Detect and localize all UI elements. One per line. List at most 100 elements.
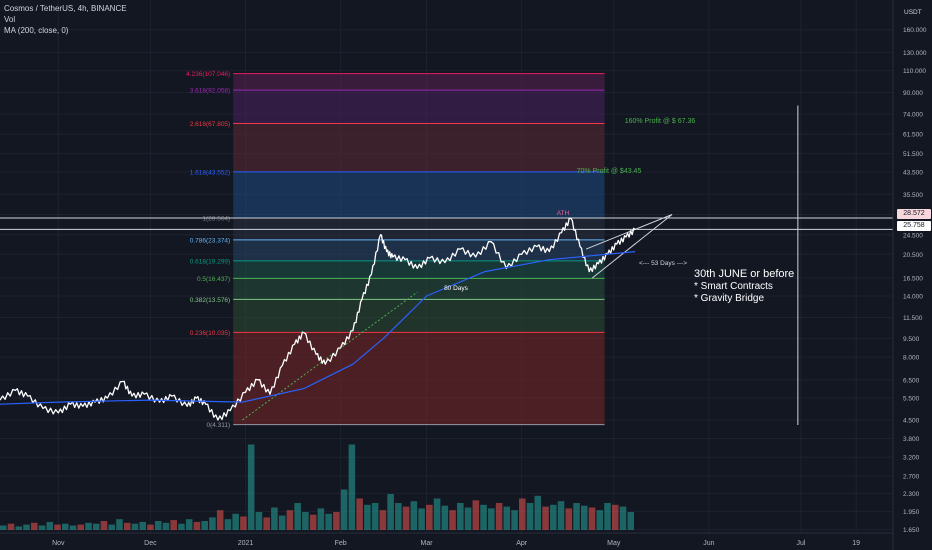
y-tick-label: 130.000 [903,50,927,57]
volume-bar [519,498,526,530]
note-line-2: * Smart Contracts [694,281,773,292]
fib-zone [233,299,605,333]
volume-bar [387,494,394,530]
volume-bar [232,513,239,530]
price-series-line [0,217,636,421]
fib-retracement[interactable]: 0(4.311) 0.236(10.035) 0.382(13.576) 0.5(16… [186,71,605,429]
volume-bar [7,523,15,530]
volume-bar [278,515,286,530]
volume-bar [596,510,604,530]
x-tick-label: 2021 [238,540,254,547]
volume-bar [371,503,379,530]
x-tick-label: Feb [335,540,347,547]
x-tick-label: Jun [703,540,714,547]
volume-bar [85,522,92,530]
y-tick-label: 16.500 [903,275,923,282]
y-tick-label: 90.000 [903,90,923,97]
series-layer [0,217,636,421]
volume-bar [317,508,325,530]
volume-bar [565,508,573,530]
volume-bar [38,525,46,530]
volume-bar [611,504,619,530]
dotted-trend-line [242,291,418,421]
fib-zone [233,239,605,261]
volume-bar [255,512,263,530]
drawing-lines[interactable] [0,105,893,425]
x-tick-label: Nov [52,540,65,547]
volume-bar [418,508,425,530]
x-tick-label: 19 [852,540,860,547]
volume-bar [356,498,363,530]
channel-lower-line [591,214,673,279]
fib-level-label: 2.618(67.805) [190,121,230,128]
y-tick-label: 2.300 [903,491,920,498]
y-tick-label: 2.700 [903,473,920,480]
volume-bar [178,523,185,530]
days-53-annotation: <--- 53 Days ---> [639,260,687,267]
y-tick-label: 43.500 [903,170,923,177]
volume-bar [402,506,410,530]
fib-zone [233,260,605,279]
volume-bar [340,489,348,530]
volume-bar [286,510,294,530]
fib-level-label: 0.786(23.374) [190,237,230,244]
volume-bar [410,501,418,530]
volume-bar [154,521,162,530]
vol-indicator-label[interactable]: Vol [4,15,16,24]
volume-bar [426,504,433,530]
volume-bar [526,503,534,530]
fib-zone [233,123,605,172]
volume-bar [224,519,232,530]
volume-bar [581,505,588,530]
volume-bar [619,506,627,530]
y-tick-label: 160.000 [903,27,927,34]
ma-indicator-label[interactable]: MA (200, close, 0) [4,26,69,35]
time-axis[interactable]: Nov Dec 2021 Feb Mar Apr May Jun Jul 19 [0,532,893,547]
x-tick-label: Jul [796,540,805,547]
volume-bar [216,510,224,530]
volume-bar [511,510,518,530]
volume-bar [573,503,580,530]
volume-bar [534,495,542,530]
y-tick-label: 3.200 [903,455,920,462]
y-tick-label: 4.500 [903,417,920,424]
volume-bar [123,522,131,530]
volume-bar [0,525,7,530]
y-tick-label: 20.500 [903,252,923,259]
volume-bar [294,503,301,530]
volume-bar [325,513,332,530]
volume-bar [201,521,208,530]
fib-level-label: 0.382(13.576) [190,297,230,304]
volume-bar [116,519,123,530]
volume-bar [77,524,85,530]
volume-bar [23,524,30,530]
ma-series-line [0,251,636,405]
volume-bar [263,517,270,530]
currency-label: USDT [904,9,922,16]
price-tag-last: 25.758 [897,221,931,231]
volume-bar [488,508,495,530]
y-tick-label: 35.500 [903,192,923,199]
symbol-title[interactable]: Cosmos / TetherUS, 4h, BINANCE [4,4,127,13]
volume-bar [495,503,503,530]
note-line-1: 30th JUNE or before [694,268,794,280]
fib-level-label: 0.5(16.437) [197,276,230,283]
volume-bars [0,444,635,530]
y-tick-label: 74.000 [903,111,923,118]
volume-bar [162,522,170,530]
fib-level-label: 1(28.564) [202,216,230,223]
volume-bar [379,510,387,530]
x-tick-label: Dec [144,540,157,547]
y-tick-label: 61.500 [903,132,923,139]
y-tick-label: 5.500 [903,396,920,403]
fib-level-label: 0(4.311) [206,422,230,429]
volume-bar [449,510,456,530]
volume-bar [333,512,340,530]
fib-level-label: 1.618(43.552) [190,169,230,176]
x-tick-label: Mar [421,540,434,547]
volume-bar [395,503,402,530]
ath-annotation: ATH [557,210,570,217]
volume-bar [92,523,100,530]
fib-zone [233,90,605,124]
